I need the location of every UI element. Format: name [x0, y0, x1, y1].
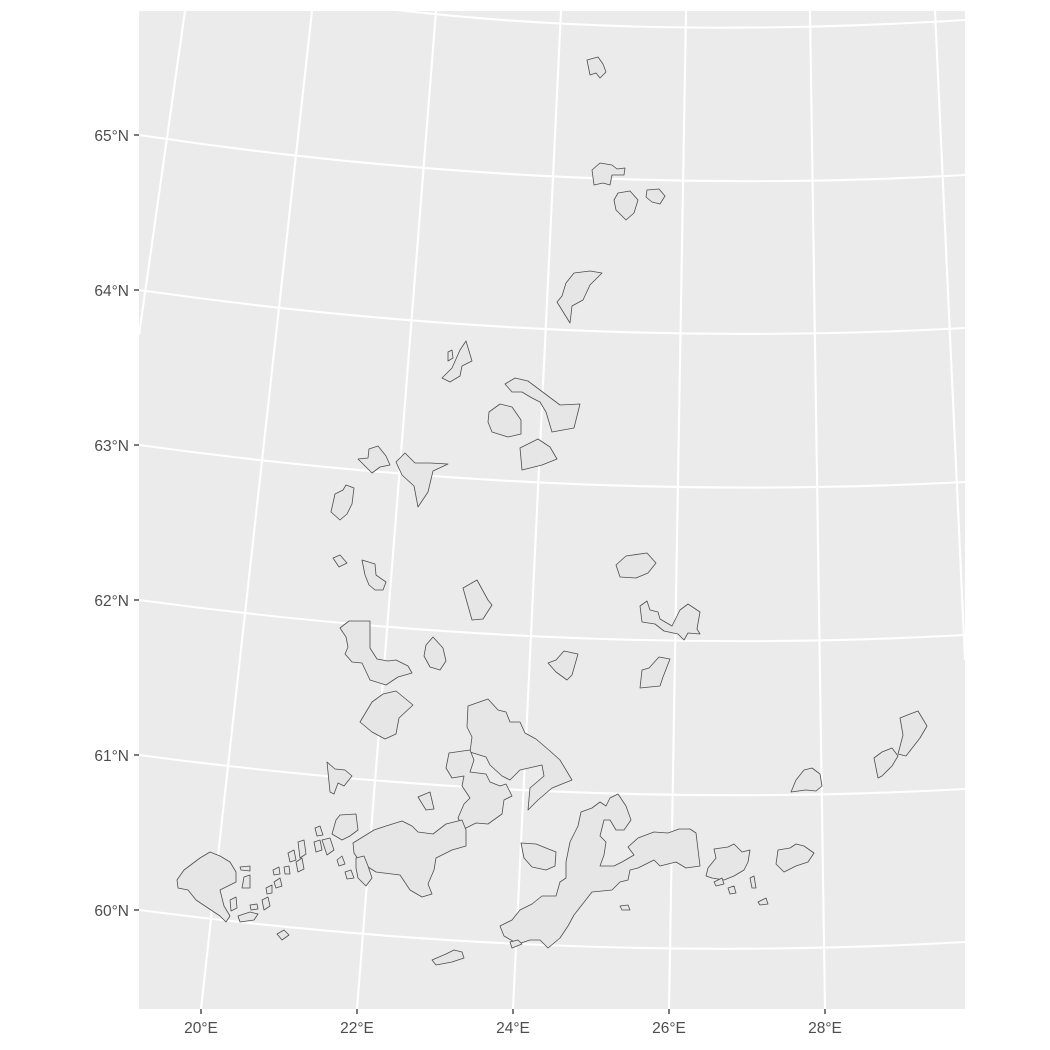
area-polygon	[749, 875, 757, 889]
area-polygon	[326, 761, 353, 795]
area-polygon	[273, 877, 283, 889]
area-polygon	[431, 949, 465, 966]
area-polygon	[336, 855, 346, 867]
y-axis: 65°N 64°N 63°N 62°N 61°N 60°N	[94, 128, 139, 920]
area-polygon	[873, 747, 899, 779]
area-polygon	[591, 162, 626, 186]
area-polygon	[613, 190, 639, 221]
area-polygon	[352, 819, 467, 898]
area-polygon	[713, 877, 725, 887]
y-tick-label: 63°N	[94, 438, 129, 455]
x-tick-label: 20°E	[184, 1020, 218, 1037]
parallel-61n	[139, 753, 965, 797]
area-polygon	[556, 270, 603, 324]
x-tick-label: 22°E	[340, 1020, 374, 1037]
area-polygon	[509, 939, 523, 949]
y-tick-label: 62°N	[94, 593, 129, 610]
x-tick-label: 24°E	[496, 1020, 530, 1037]
y-tick-label: 64°N	[94, 283, 129, 300]
area-polygon	[775, 843, 815, 873]
area-polygon	[897, 710, 928, 757]
area-polygon	[757, 897, 769, 906]
area-polygon	[313, 839, 323, 853]
area-polygon	[332, 554, 348, 568]
area-polygon	[645, 188, 666, 205]
area-polygon	[229, 896, 238, 912]
area-polygon	[520, 842, 557, 871]
area-polygon	[331, 813, 359, 841]
area-polygon	[344, 869, 355, 880]
area-polygon	[339, 620, 413, 686]
area-polygon	[417, 791, 435, 811]
area-polygon	[357, 445, 391, 474]
area-polygon	[586, 56, 607, 79]
meridian-30e	[933, 11, 965, 661]
area-polygon	[466, 698, 573, 811]
area-polygon	[359, 690, 414, 740]
area-polygon	[355, 855, 373, 887]
area-polygon	[487, 403, 522, 438]
area-polygon	[330, 484, 355, 521]
meridian-19e	[139, 11, 187, 336]
area-polygon	[241, 874, 251, 889]
area-polygon	[249, 903, 259, 911]
area-polygon	[705, 843, 751, 881]
parallel-60n	[139, 908, 965, 950]
graticule-parallels	[139, 11, 965, 950]
area-polygon	[283, 865, 291, 875]
area-polygon	[639, 656, 671, 689]
y-tick-label: 61°N	[94, 748, 129, 765]
area-polygon	[314, 825, 324, 837]
area-polygon	[447, 349, 454, 362]
area-polygon	[519, 438, 558, 471]
area-polygon	[297, 839, 307, 859]
parallel-64n	[139, 288, 965, 335]
area-polygon	[261, 896, 271, 911]
area-polygon	[727, 885, 737, 895]
area-polygon	[441, 340, 473, 383]
meridian-28e	[808, 11, 827, 1009]
area-polygon	[176, 851, 237, 923]
parallel-66n	[396, 11, 965, 29]
parallel-65n	[139, 133, 965, 183]
parallel-63n	[139, 443, 965, 489]
area-polygon	[395, 452, 449, 508]
area-polygon	[499, 793, 701, 949]
area-polygon	[321, 837, 335, 856]
area-polygon	[287, 849, 297, 863]
area-polygon	[790, 767, 823, 793]
area-polygon	[272, 866, 281, 876]
area-polygon	[237, 911, 259, 923]
y-tick-label: 65°N	[94, 128, 129, 145]
area-polygon	[619, 904, 631, 911]
area-polygon	[295, 857, 305, 873]
area-polygon	[239, 865, 251, 872]
x-axis: 20°E 22°E 24°E 26°E 28°E	[184, 1009, 842, 1037]
meridian-20e	[199, 11, 314, 1009]
x-tick-label: 26°E	[652, 1020, 686, 1037]
area-polygon	[615, 552, 657, 579]
area-polygon	[462, 579, 493, 621]
area-polygon	[547, 650, 579, 681]
area-polygon	[361, 559, 387, 591]
area-polygon	[276, 929, 290, 941]
area-polygon	[639, 600, 701, 641]
parallel-62n	[139, 598, 965, 643]
y-tick-label: 60°N	[94, 903, 129, 920]
area-polygon	[504, 377, 581, 433]
feature-polygons	[176, 56, 928, 966]
area-polygon	[445, 749, 513, 830]
x-tick-label: 28°E	[808, 1020, 842, 1037]
area-polygon	[265, 884, 273, 895]
area-polygon	[423, 636, 447, 671]
